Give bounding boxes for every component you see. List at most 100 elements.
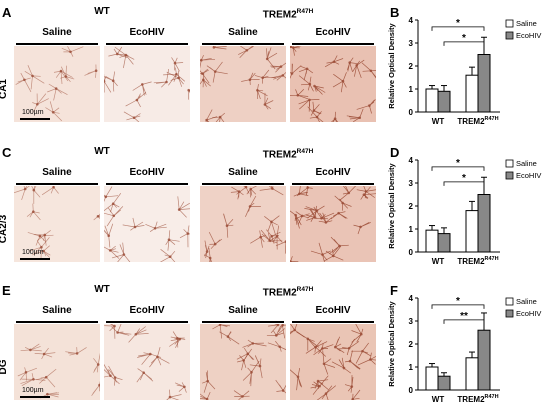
category-superscript: R47H xyxy=(485,256,499,262)
astrocyte-process xyxy=(278,324,286,339)
astrocyte-process xyxy=(236,186,250,195)
astrocyte-process xyxy=(361,62,376,79)
astrocyte-soma xyxy=(104,195,108,199)
significance-bracket xyxy=(443,319,485,324)
astrocyte-process xyxy=(159,249,176,262)
group-header: WT xyxy=(14,147,190,157)
legend-label: Saline xyxy=(516,159,537,168)
astrocyte-soma xyxy=(341,201,344,205)
astrocyte-soma xyxy=(298,192,301,196)
astrocyte-soma xyxy=(306,337,310,341)
astrocyte-process xyxy=(266,325,285,336)
condition-label: EcoHIV xyxy=(315,167,351,178)
astrocyte-process xyxy=(205,109,218,122)
category-name: TREM2 xyxy=(457,257,485,266)
legend-swatch xyxy=(505,19,514,28)
astrocyte-soma xyxy=(316,379,320,383)
y-axis-label: Relative Optical Density xyxy=(387,300,396,386)
y-tick-label: 4 xyxy=(409,16,414,25)
astrocyte-soma xyxy=(175,72,178,76)
astrocyte-soma xyxy=(348,61,351,64)
significance-bracket xyxy=(443,181,485,186)
astrocyte-soma xyxy=(290,72,294,75)
astrocyte-soma xyxy=(113,376,117,379)
astrocyte-soma xyxy=(94,69,98,72)
astrocyte-process xyxy=(259,186,284,196)
astrocyte-soma xyxy=(168,395,172,399)
condition-label: EcoHIV xyxy=(129,27,165,38)
astrocyte-soma xyxy=(40,245,43,249)
bar xyxy=(477,194,491,253)
astrocyte-soma xyxy=(296,94,300,97)
astrocyte-soma xyxy=(135,98,139,102)
micrograph-tile xyxy=(200,46,286,122)
astrocyte-soma xyxy=(168,255,172,258)
astrocyte-process xyxy=(24,65,45,90)
astrocyte-soma xyxy=(225,224,229,227)
micrograph-tile xyxy=(14,46,100,122)
astrocyte-soma xyxy=(23,187,27,191)
astrocyte-process xyxy=(179,225,190,248)
scale-bar xyxy=(20,118,50,120)
astrocyte-soma xyxy=(133,225,137,229)
astrocyte-soma xyxy=(256,89,259,92)
astrocyte-process xyxy=(322,350,336,375)
astrocyte-process xyxy=(267,340,286,352)
astrocyte-soma xyxy=(98,383,100,387)
micrograph-tile xyxy=(104,46,190,122)
astrocyte-process xyxy=(250,230,266,248)
astrocyte-process xyxy=(296,331,320,351)
astrocyte-process xyxy=(206,61,228,83)
astrocyte-soma xyxy=(142,371,145,374)
astrocyte-soma xyxy=(313,84,316,88)
group-header: TREM2R47H xyxy=(200,147,376,160)
astrocyte-soma xyxy=(281,389,285,392)
astrocyte-process xyxy=(45,101,63,122)
astrocyte-soma xyxy=(355,64,358,67)
astrocyte-soma xyxy=(206,379,209,383)
astrocyte-soma xyxy=(149,352,152,356)
astrocyte-soma xyxy=(314,345,317,349)
astrocyte-process xyxy=(53,70,73,85)
astrocyte-process xyxy=(188,89,190,100)
astrocyte-soma xyxy=(177,76,180,80)
astrocyte-soma xyxy=(259,235,262,239)
astrocyte-process xyxy=(347,57,358,72)
astrocyte-soma xyxy=(369,358,372,361)
astrocyte-soma xyxy=(186,232,190,235)
astrocyte-soma xyxy=(111,79,115,82)
bar xyxy=(425,366,439,391)
condition-underline xyxy=(202,43,284,45)
astrocyte-soma xyxy=(52,186,55,189)
astrocyte-process xyxy=(236,347,255,360)
astrocyte-process xyxy=(233,390,250,400)
micrograph-tile xyxy=(290,324,376,400)
astrocyte-soma xyxy=(369,69,373,73)
astrocyte-process xyxy=(334,195,352,211)
astrocyte-process xyxy=(290,368,303,391)
astrocyte-soma xyxy=(187,88,190,92)
astrocyte-process xyxy=(91,380,100,396)
legend-swatch xyxy=(505,159,514,168)
astrocyte-soma xyxy=(359,225,362,229)
astrocyte-process xyxy=(208,231,223,249)
astrocyte-process xyxy=(290,256,299,262)
astrocyte-soma xyxy=(201,72,204,75)
astrocyte-process xyxy=(149,347,170,368)
astrocyte-process xyxy=(33,230,51,246)
astrocyte-process xyxy=(351,342,371,364)
astrocyte-soma xyxy=(111,202,115,205)
astrocyte-process xyxy=(351,324,364,343)
astrocyte-process xyxy=(223,213,234,238)
astrocyte-soma xyxy=(96,363,100,366)
category-name: TREM2 xyxy=(457,395,485,404)
astrocyte-process xyxy=(290,63,302,79)
astrocyte-process xyxy=(298,99,320,112)
bar xyxy=(465,74,479,113)
astrocyte-soma xyxy=(360,332,363,336)
panel-letter: B xyxy=(390,5,400,20)
astrocyte-soma xyxy=(308,98,311,102)
astrocyte-process xyxy=(270,62,286,73)
astrocyte-soma xyxy=(318,384,321,388)
category-name: TREM2 xyxy=(457,117,485,126)
